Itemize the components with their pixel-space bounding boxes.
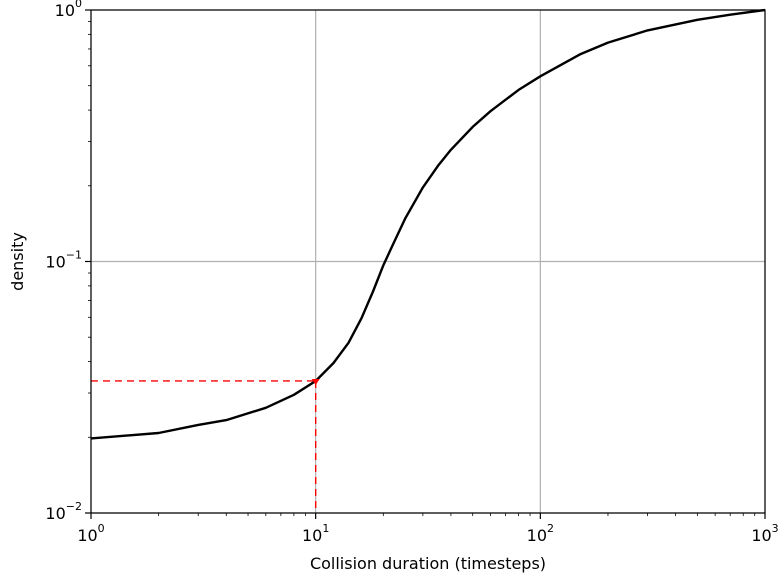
y-tick-label: 100 [55, 0, 82, 20]
series-line [90, 8, 766, 440]
x-axis-ticks: 100 101 102 103 [77, 513, 779, 545]
x-tick-label: 101 [302, 522, 329, 545]
x-tick-label: 103 [751, 522, 778, 545]
y-axis-ticks: 10−2 10−1 100 [45, 0, 91, 523]
series-group [90, 8, 766, 440]
grid [90, 9, 766, 514]
x-tick-label: 102 [527, 522, 554, 545]
marker-guides [91, 380, 317, 513]
y-axis-label: density [8, 232, 27, 291]
marker-point [311, 378, 320, 385]
y-tick-label: 10−2 [45, 500, 82, 523]
x-tick-label: 100 [77, 522, 104, 545]
x-axis-label: Collision duration (timesteps) [310, 554, 546, 573]
y-tick-label: 10−1 [45, 249, 82, 272]
marker-group [311, 378, 320, 385]
